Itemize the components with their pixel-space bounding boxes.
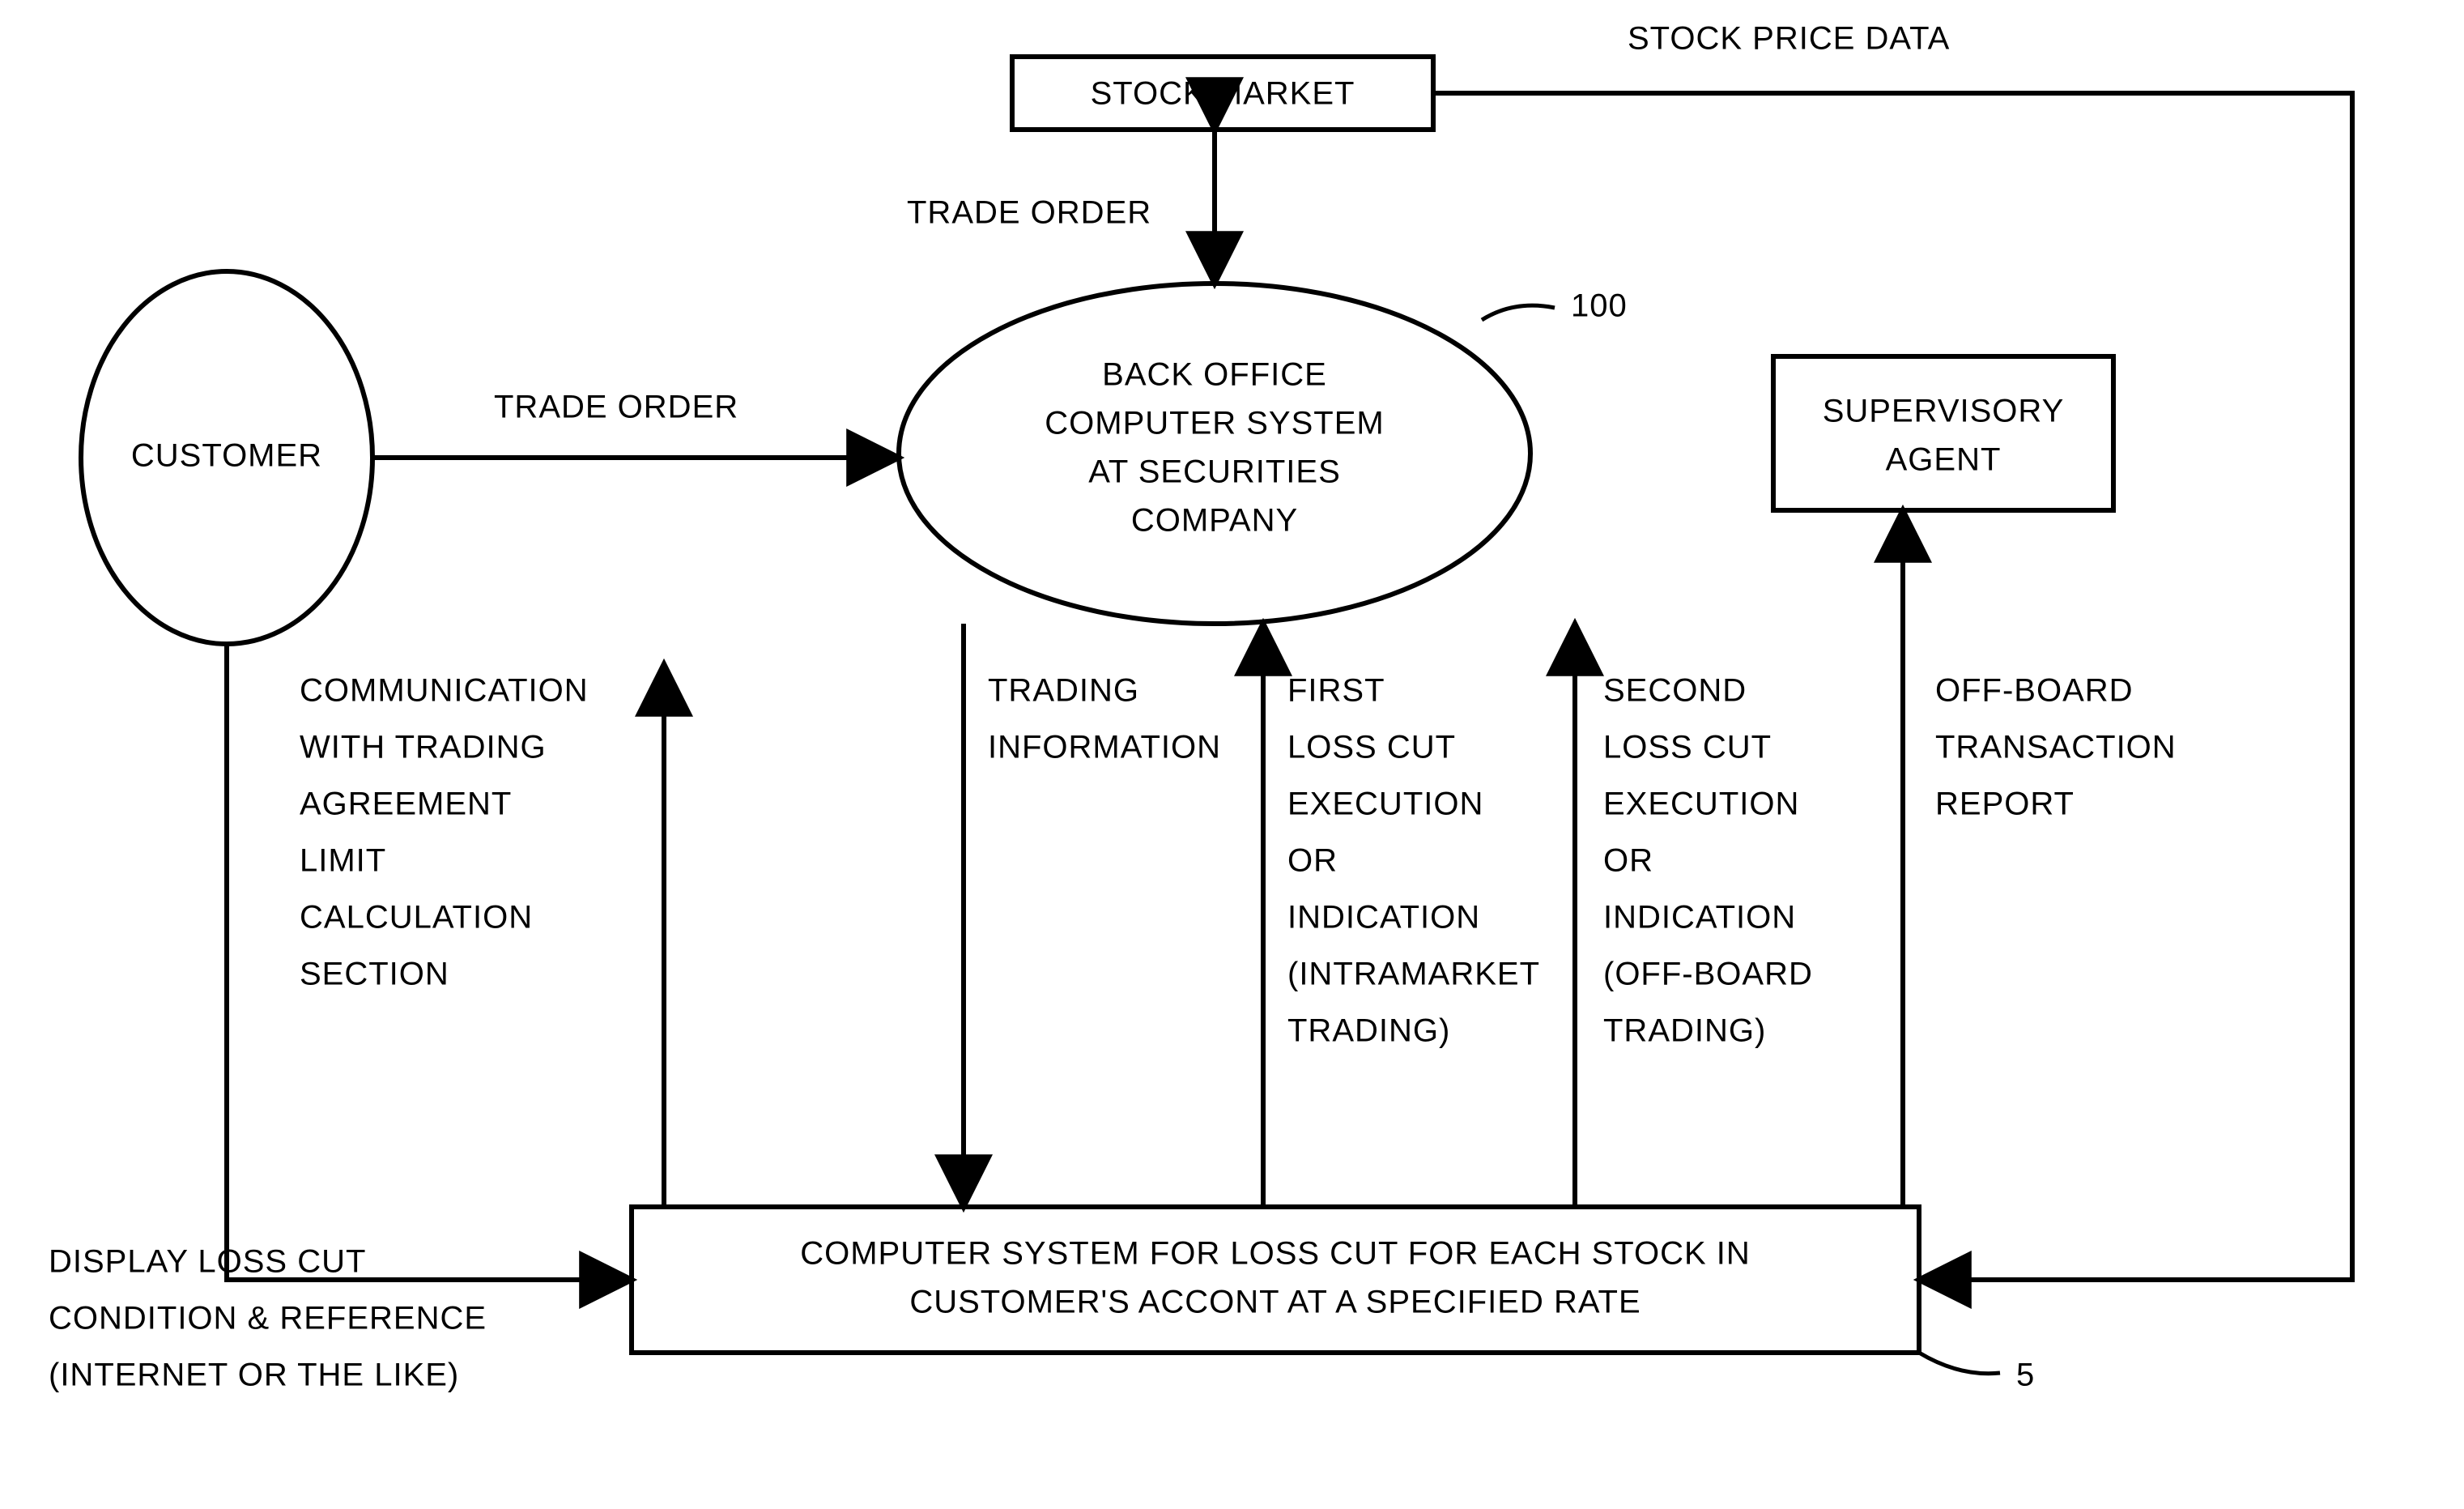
edge-offboard-line3: REPORT (1935, 786, 2075, 822)
free-label-display-line1: DISPLAY LOSS CUT (49, 1244, 366, 1280)
edge-stock-price-data-label: STOCK PRICE DATA (1628, 21, 1950, 57)
edge-comm-line4: LIMIT (300, 843, 386, 879)
ref-5-leader (1919, 1353, 2000, 1374)
edge-second-line5: INDICATION (1603, 900, 1796, 936)
free-label-display-line2: CONDITION & REFERENCE (49, 1301, 487, 1336)
free-label-display-line3: (INTERNET OR THE LIKE) (49, 1358, 459, 1393)
ref-100: 100 (1571, 288, 1628, 324)
edge-comm-line6: SECTION (300, 957, 449, 992)
node-back-office-line4: COMPANY (1131, 503, 1298, 539)
edge-first-line2: LOSS CUT (1287, 730, 1456, 765)
flowchart-canvas: STOCK MARKET CUSTOMER BACK OFFICE COMPUT… (0, 0, 2464, 1509)
edge-stock-price-data (1433, 93, 2352, 1280)
node-loss-cut-system (632, 1207, 1919, 1353)
edge-trading-info-line2: INFORMATION (988, 730, 1221, 765)
node-customer-label: CUSTOMER (131, 438, 322, 474)
edge-trade-order-left-label: TRADE ORDER (494, 390, 738, 425)
edge-second-line4: OR (1603, 843, 1653, 879)
ref-100-leader (1482, 305, 1555, 320)
edge-offboard-line1: OFF-BOARD (1935, 673, 2134, 709)
node-back-office-line1: BACK OFFICE (1102, 357, 1327, 393)
edge-first-line4: OR (1287, 843, 1338, 879)
edge-second-line6: (OFF-BOARD (1603, 957, 1813, 992)
edge-comm-line2: WITH TRADING (300, 730, 547, 765)
node-supervisory-agent (1773, 356, 2113, 510)
edge-first-line6: (INTRAMARKET (1287, 957, 1540, 992)
edge-trading-info-line1: TRADING (988, 673, 1139, 709)
edge-second-line7: TRADING) (1603, 1013, 1766, 1049)
ref-5: 5 (2016, 1358, 2035, 1393)
edge-comm-line1: COMMUNICATION (300, 673, 589, 709)
edge-comm-line3: AGREEMENT (300, 786, 512, 822)
node-stock-market-label: STOCK MARKET (1091, 76, 1355, 112)
node-supervisory-agent-line2: AGENT (1886, 442, 2002, 478)
edge-first-line3: EXECUTION (1287, 786, 1483, 822)
node-back-office-line2: COMPUTER SYSTEM (1045, 406, 1384, 441)
edge-trade-order-top-label: TRADE ORDER (907, 195, 1151, 231)
edge-first-line1: FIRST (1287, 673, 1385, 709)
node-supervisory-agent-line1: SUPERVISORY (1823, 394, 2065, 429)
edge-offboard-line2: TRANSACTION (1935, 730, 2177, 765)
edge-second-line3: EXECUTION (1603, 786, 1799, 822)
node-loss-cut-line1: COMPUTER SYSTEM FOR LOSS CUT FOR EACH ST… (800, 1236, 1751, 1272)
edge-comm-line5: CALCULATION (300, 900, 533, 936)
node-back-office-line3: AT SECURITIES (1088, 454, 1341, 490)
edge-second-line2: LOSS CUT (1603, 730, 1772, 765)
edge-first-line7: TRADING) (1287, 1013, 1450, 1049)
edge-first-line5: INDICATION (1287, 900, 1480, 936)
edge-second-line1: SECOND (1603, 673, 1747, 709)
node-loss-cut-line2: CUSTOMER'S ACCONT AT A SPECIFIED RATE (909, 1285, 1641, 1320)
